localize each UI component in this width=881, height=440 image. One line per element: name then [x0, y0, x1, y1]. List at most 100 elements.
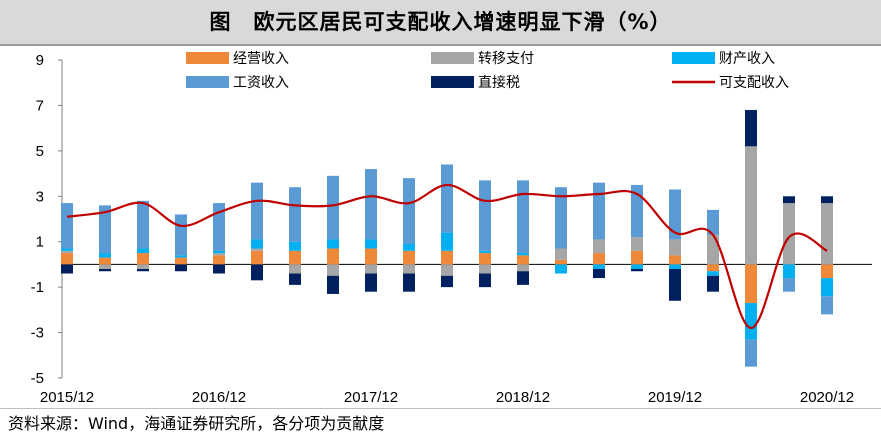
legend-label: 转移支付 — [478, 51, 534, 67]
bar-segment — [593, 182, 605, 240]
bar-segment — [479, 250, 491, 254]
bar-segment — [175, 264, 187, 272]
bar-segment — [137, 253, 149, 265]
bar-segment — [783, 278, 795, 292]
y-tick-label: 3 — [36, 188, 44, 205]
bar-segment — [479, 180, 491, 251]
bar-segment — [175, 255, 187, 258]
bar-segment — [289, 273, 301, 285]
legend-label: 经营收入 — [233, 51, 289, 67]
chart-title: 图 欧元区居民可支配收入增速明显下滑（%） — [209, 10, 672, 34]
bar-segment — [403, 250, 415, 265]
bar-segment — [669, 264, 681, 269]
bar-segment — [213, 264, 225, 274]
legend-label: 可支配收入 — [719, 75, 789, 91]
source-divider — [0, 408, 881, 409]
bar-segment — [137, 264, 149, 269]
source-note: 资料来源：Wind，海通证券研究所，各分项为贡献度 — [8, 414, 385, 433]
bar-segment — [555, 248, 567, 260]
income-line — [66, 183, 828, 330]
bar-segment — [631, 268, 643, 272]
bar-segment — [745, 303, 757, 340]
bar-segment — [365, 264, 377, 274]
bar-segment — [783, 203, 795, 265]
bar-segment — [61, 253, 73, 265]
bar-segment — [593, 239, 605, 254]
x-tick-label: 2019/12 — [648, 389, 702, 406]
chart-plot: 9 7 5 3 1 -1 -3 -5 2015/12 2016/12 2017/12 2018/12 2… — [31, 51, 872, 406]
bar-segment — [517, 255, 529, 265]
bar-segment — [441, 250, 453, 265]
bar-segment — [327, 239, 339, 249]
bar-segment — [745, 264, 757, 304]
legend-swatch — [431, 52, 474, 64]
bar-segment — [631, 184, 643, 238]
bar-segment — [99, 253, 111, 258]
bar-segment — [593, 253, 605, 265]
bar-segment — [327, 175, 339, 240]
bar-segment — [403, 243, 415, 251]
bar-segment — [403, 273, 415, 292]
bar-segment — [289, 241, 301, 251]
legend-swatch — [431, 76, 474, 88]
bar-segment — [593, 268, 605, 279]
title-divider — [0, 44, 881, 46]
bar-segment — [137, 200, 149, 249]
x-tick-label: 2016/12 — [192, 389, 246, 406]
legend-swatch — [186, 76, 229, 88]
bar-segment — [327, 264, 339, 276]
bar-segment — [61, 248, 73, 251]
bar-segment — [251, 250, 263, 265]
bar-segment — [707, 209, 719, 235]
bar-segment — [137, 268, 149, 272]
bar-segment — [61, 250, 73, 254]
bar-segment — [707, 271, 719, 276]
legend-swatch — [672, 52, 715, 64]
bar-segment — [441, 264, 453, 276]
y-tick-label: 7 — [36, 97, 44, 114]
bar-segment — [669, 239, 681, 256]
bar-segment — [441, 275, 453, 288]
bar-segment — [517, 253, 529, 256]
bar-segment — [99, 268, 111, 272]
bar-segment — [631, 250, 643, 265]
y-tick-label: 5 — [36, 143, 44, 160]
legend-label: 工资收入 — [233, 75, 289, 91]
bar-segment — [137, 248, 149, 254]
bar-segment — [517, 271, 529, 285]
bar-segment — [441, 164, 453, 233]
bar-segment — [783, 196, 795, 204]
bar-segment — [365, 273, 377, 292]
bar-segment — [783, 264, 795, 279]
bar-segment — [99, 264, 111, 269]
bar-segment — [99, 257, 111, 265]
bar-segment — [555, 264, 567, 274]
bar-segment — [555, 187, 567, 249]
bar-segment — [631, 237, 643, 251]
bars — [61, 109, 833, 367]
legend-swatch — [186, 52, 229, 64]
bar-segment — [61, 203, 73, 249]
bar-segment — [707, 275, 719, 292]
bar-segment — [289, 264, 301, 274]
bar-segment — [707, 234, 719, 265]
bar-segment — [403, 264, 415, 274]
bar-segment — [175, 214, 187, 256]
bar-segment — [365, 248, 377, 265]
bar-segment — [593, 264, 605, 269]
legend-label: 直接税 — [478, 74, 520, 91]
bar-segment — [365, 239, 377, 249]
bar-segment — [479, 264, 491, 274]
bar-segment — [99, 205, 111, 254]
bar-segment — [631, 264, 643, 269]
bar-segment — [479, 253, 491, 265]
income-line-path — [66, 183, 828, 330]
y-tick-label: -5 — [31, 370, 44, 387]
x-tick-label: 2017/12 — [344, 389, 398, 406]
bar-segment — [555, 259, 567, 265]
bar-segment — [327, 275, 339, 294]
bar-segment — [821, 264, 833, 279]
bar-segment — [669, 255, 681, 265]
x-tick-label: 2015/12 — [40, 389, 94, 406]
